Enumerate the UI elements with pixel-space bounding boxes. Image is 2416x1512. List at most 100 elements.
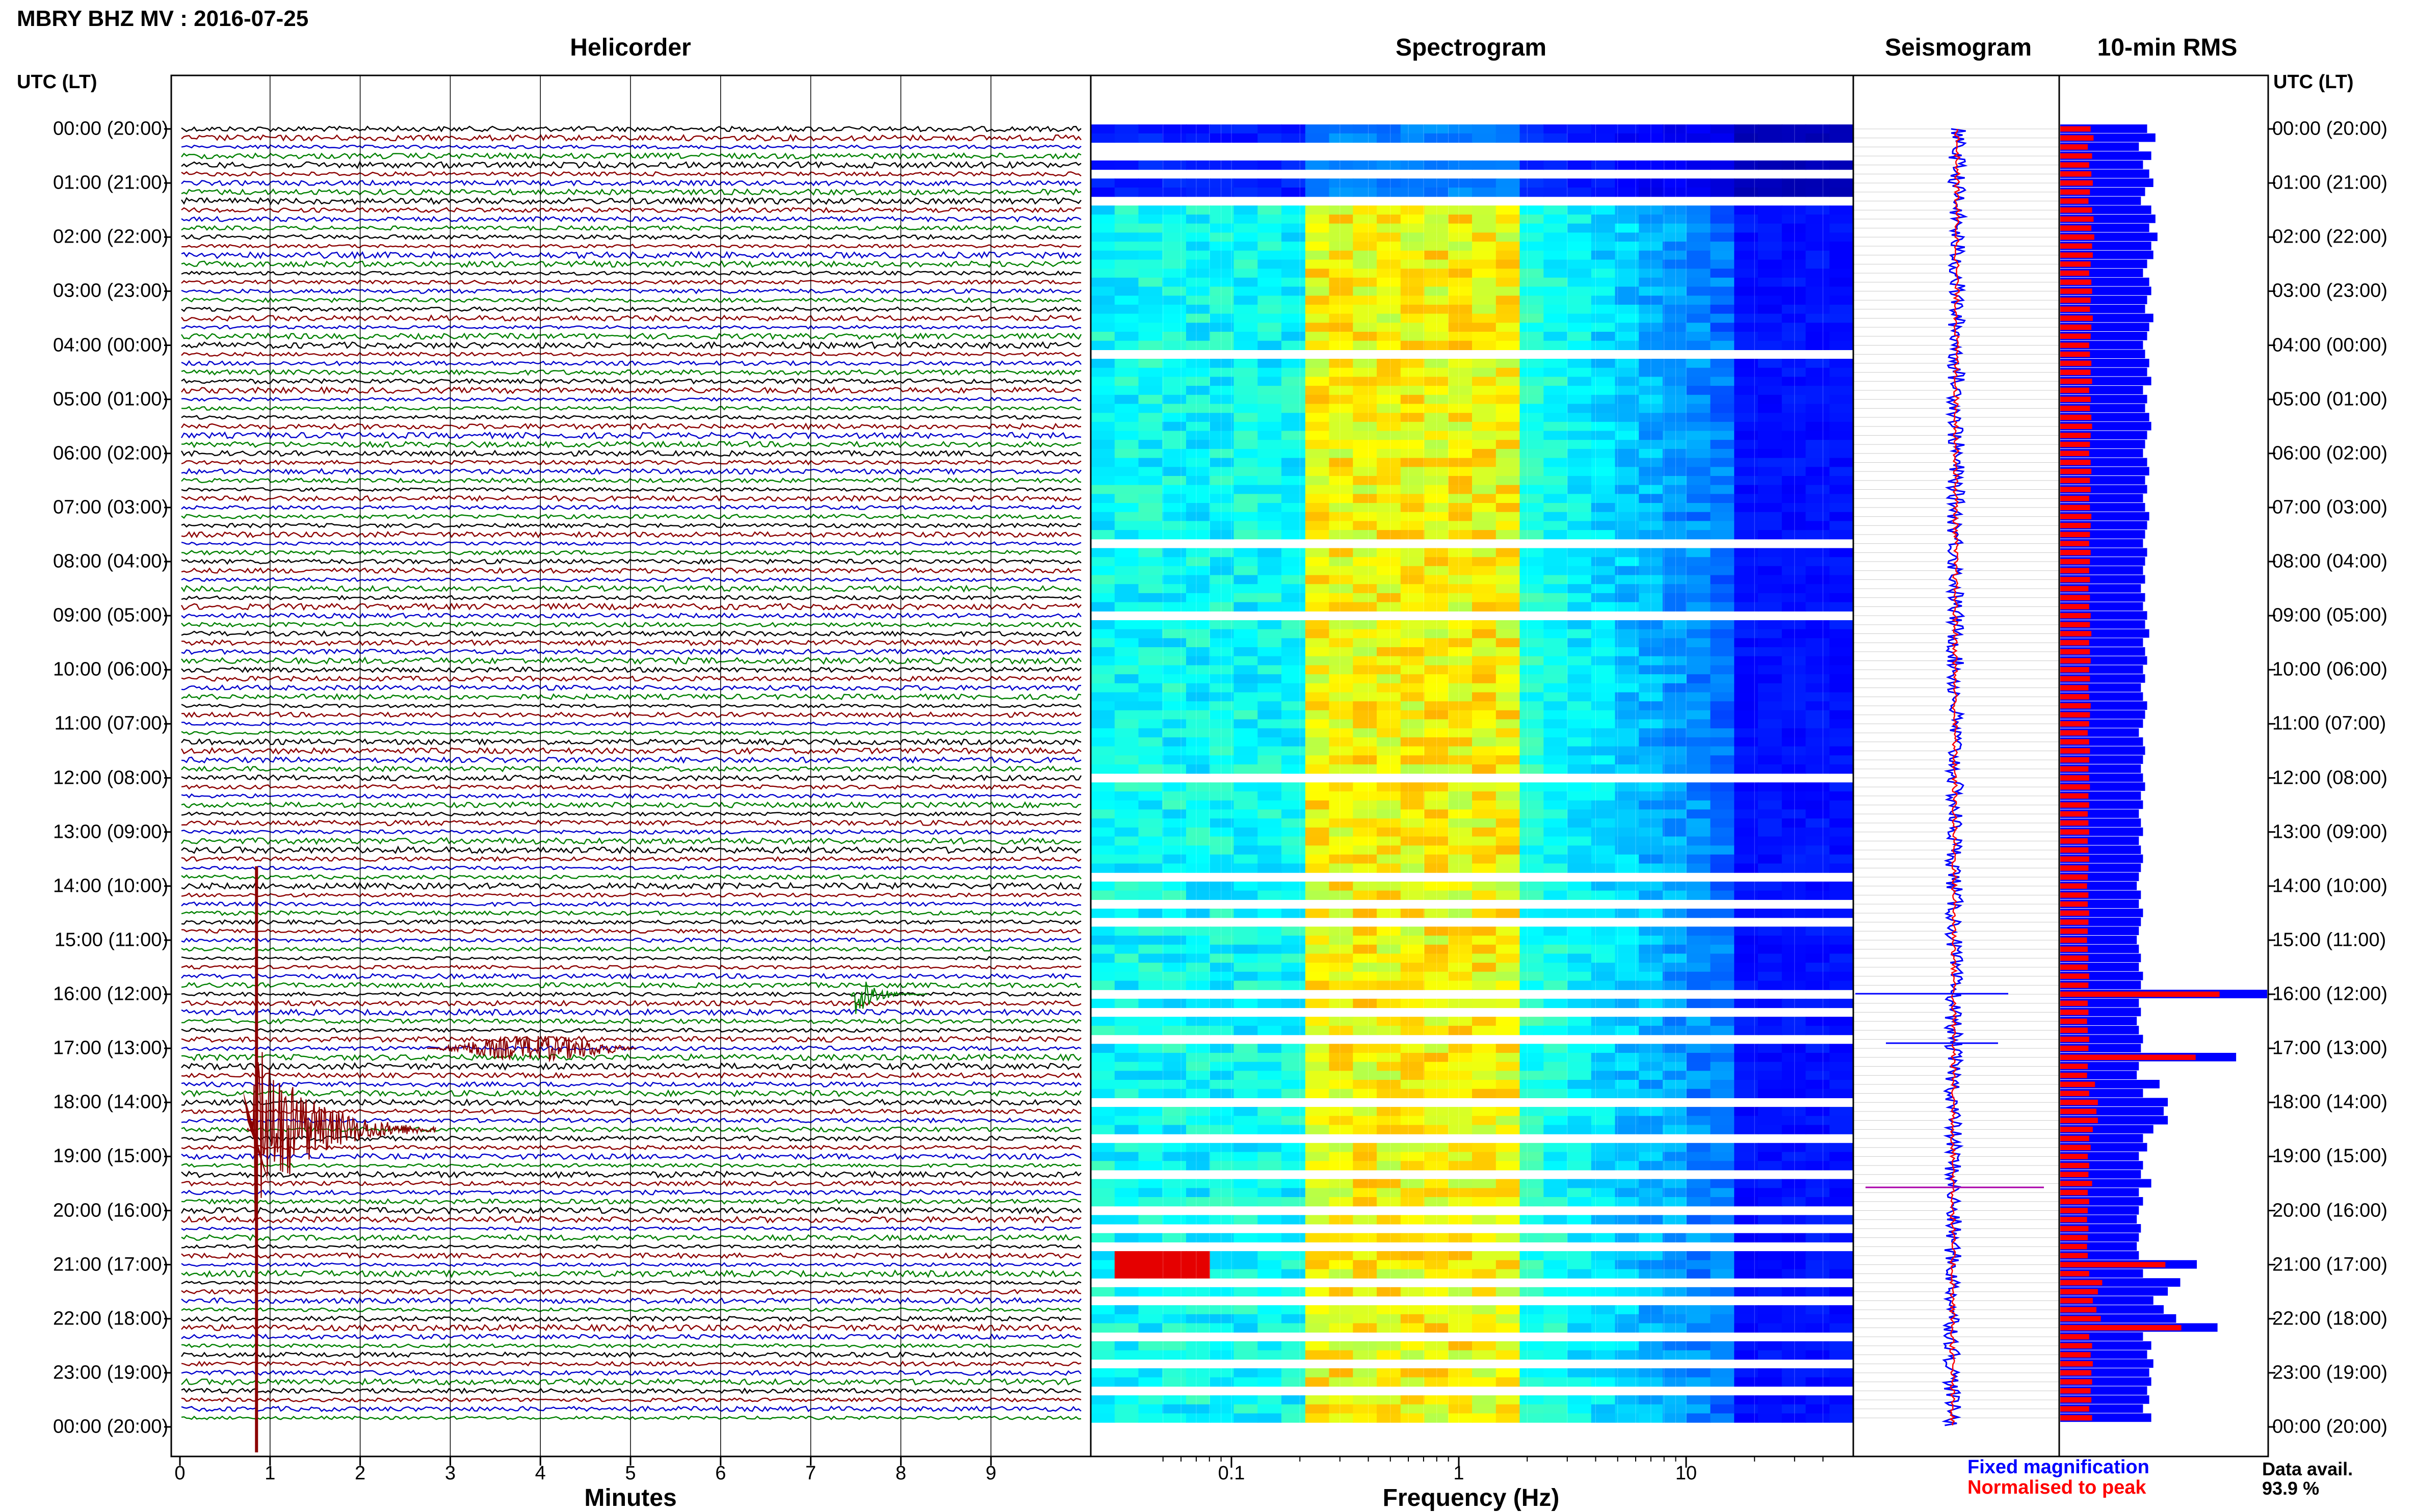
spectrogram-cell [1758, 1323, 1782, 1333]
spectrogram-cell [1114, 530, 1139, 540]
spectrogram-cell [1805, 557, 1830, 567]
spectrogram-cell [1781, 1107, 1806, 1117]
spectrogram-cell [1424, 1188, 1449, 1198]
spectrogram-cell [1734, 909, 1759, 918]
spectrogram-cell [1543, 1314, 1568, 1324]
spectrogram-cell [1329, 1305, 1354, 1315]
spectrogram-cell [1519, 1395, 1544, 1405]
spectrogram-cell [1781, 367, 1806, 377]
spectrogram-cell [1186, 1116, 1211, 1126]
spectrogram-cell [1233, 323, 1258, 332]
spectrogram-cell [1377, 1025, 1401, 1036]
spectrogram-cell [1710, 188, 1735, 197]
spectrogram-cell [1591, 485, 1616, 494]
spectrogram-cell [1615, 593, 1640, 603]
spectrogram-cell [1162, 1287, 1187, 1297]
spectrogram-cell [1543, 755, 1568, 765]
spectrogram-cell [1424, 1161, 1449, 1171]
spectrogram-cell [1805, 1143, 1830, 1153]
spectrogram-cell [1639, 1323, 1664, 1333]
spectrogram-cell [1519, 1071, 1544, 1080]
spectrogram-cell [1257, 800, 1282, 810]
spectrogram-cell [1448, 593, 1473, 603]
spectrogram-cell [1805, 440, 1830, 449]
spectrogram-cell [1162, 359, 1187, 368]
spectrogram-cell [1639, 1143, 1664, 1153]
spectrogram-cell [1114, 485, 1139, 494]
spectrogram-cell [1233, 998, 1258, 1009]
spectrogram-cell [1114, 1269, 1139, 1279]
spectrogram-cell [1448, 1269, 1473, 1279]
spectrogram-cell [1639, 1025, 1664, 1036]
spectrogram-cell [1758, 367, 1782, 377]
spectrogram-cell [1257, 367, 1282, 377]
spectrogram-cell [1639, 566, 1664, 576]
spectrogram-cell [1424, 764, 1449, 774]
spectrogram-cell [1781, 936, 1806, 945]
spectrogram-cell [1186, 1260, 1211, 1270]
spectrogram-cell [1424, 1071, 1449, 1080]
spectrogram-cell [1567, 512, 1592, 521]
spectrogram-cell [1758, 503, 1782, 513]
spectrogram-cell [1281, 178, 1306, 188]
spectrogram-cell [1591, 313, 1616, 323]
time-label: 07:00 (03:00) [2272, 496, 2388, 518]
spectrogram-cell [1734, 1161, 1759, 1171]
spectrogram-cell [1686, 827, 1711, 837]
spectrogram-cell [1329, 602, 1354, 612]
spectrogram-cell [1186, 926, 1211, 936]
spectrogram-cell [1591, 566, 1616, 576]
spectrogram-cell [1377, 1107, 1401, 1117]
spectrogram-cell [1091, 476, 1115, 486]
spectrogram-cell [1162, 1323, 1187, 1333]
spectrogram-cell [1829, 394, 1854, 405]
spectrogram-cell [1781, 809, 1806, 819]
spectrogram-cell [1686, 1323, 1711, 1333]
spectrogram-cell [1138, 259, 1163, 269]
spectrogram-cell [1329, 620, 1354, 630]
spectrogram-cell [1353, 1152, 1378, 1161]
spectrogram-cell [1639, 377, 1664, 386]
legend-fixed-magnification: Fixed magnification [1967, 1456, 2149, 1478]
spectrogram-cell [1663, 890, 1687, 900]
spectrogram-cell [1400, 1143, 1425, 1153]
spectrogram-cell [1424, 936, 1449, 945]
spectrogram-cell [1472, 1350, 1496, 1360]
spectrogram-cell [1210, 413, 1235, 422]
spectrogram-cell [1758, 313, 1782, 323]
helicorder-trace [181, 152, 1082, 160]
spectrogram-cell [1781, 503, 1806, 513]
spectrogram-cell [1162, 593, 1187, 603]
spectrogram-cell [1329, 1251, 1354, 1261]
spectrogram-cell [1829, 340, 1854, 350]
spectrogram-cell [1162, 1341, 1187, 1351]
spectrogram-cell [1257, 665, 1282, 675]
helicorder-trace [181, 999, 1082, 1007]
spectrogram-cell [1329, 188, 1354, 197]
spectrogram-cell [1138, 1323, 1163, 1333]
spectrogram-cell [1186, 1269, 1211, 1279]
spectrogram-cell [1710, 827, 1735, 837]
spectrogram-cell [1495, 566, 1520, 576]
rms-bar-normalised [2060, 207, 2092, 213]
spectrogram-cell [1734, 809, 1759, 819]
spectrogram-cell [1424, 674, 1449, 684]
spectrogram-cell [1734, 1404, 1759, 1414]
spectrogram-cell [1233, 1107, 1258, 1117]
spectrogram-cell [1424, 1215, 1449, 1225]
spectrogram-cell [1138, 782, 1163, 792]
spectrogram-cell [1543, 575, 1568, 585]
rms-bar-normalised [2060, 685, 2089, 691]
spectrogram-cell [1210, 656, 1235, 666]
spectrogram-cell [1495, 755, 1520, 765]
spectrogram-cell [1424, 953, 1449, 963]
spectrogram-cell [1686, 593, 1711, 603]
spectrogram-cell [1615, 836, 1640, 846]
spectrogram-cell [1233, 863, 1258, 873]
spectrogram-cell [1400, 1413, 1425, 1423]
spectrogram-cell [1663, 448, 1687, 459]
spectrogram-cell [1114, 1179, 1139, 1188]
spectrogram-cell [1257, 1260, 1282, 1270]
spectrogram-cell [1091, 1107, 1115, 1117]
spectrogram-cell [1663, 809, 1687, 819]
